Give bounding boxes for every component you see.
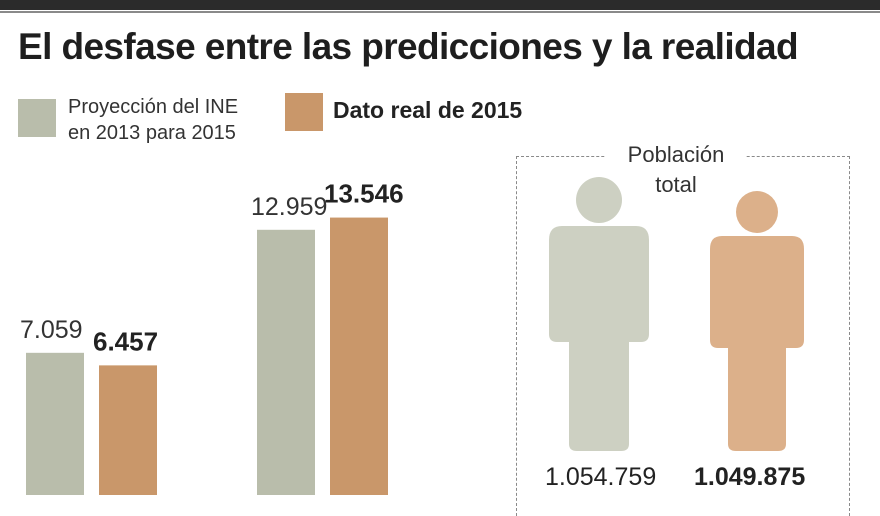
bar-chart: 7.059 12.959 6.457 13.546	[20, 179, 404, 495]
population-label-line1: Población	[627, 142, 725, 167]
data-label-real-2: 13.546	[324, 179, 404, 209]
person-real-icon	[710, 191, 804, 451]
population-label-line2: total	[655, 172, 697, 197]
header-rule	[0, 0, 880, 14]
chart-title: El desfase entre las predicciones y la r…	[18, 26, 799, 67]
data-label-real-1: 6.457	[93, 326, 158, 356]
population-projection-value: 1.054.759	[545, 463, 657, 491]
population-real-value: 1.049.875	[694, 463, 806, 491]
legend-swatch-projection	[18, 99, 56, 137]
legend-swatch-real	[285, 93, 323, 131]
data-label-projection-2: 12.959	[251, 193, 327, 221]
legend-label-projection-line2: en 2013 para 2015	[68, 122, 236, 144]
bar-real-2	[330, 217, 388, 495]
person-projection-icon	[549, 177, 649, 451]
legend-label-projection-line1: Proyección del INE	[68, 96, 239, 118]
legend-label-projection: Proyección del INE en 2013 para 2015	[68, 94, 238, 146]
data-label-projection-1: 7.059	[20, 316, 83, 344]
population-label: Población total	[606, 140, 746, 200]
bar-real-1	[99, 365, 157, 495]
bar-projection-1	[26, 352, 84, 495]
legend-label-real: Dato real de 2015	[333, 97, 523, 123]
bar-projection-2	[257, 229, 315, 495]
